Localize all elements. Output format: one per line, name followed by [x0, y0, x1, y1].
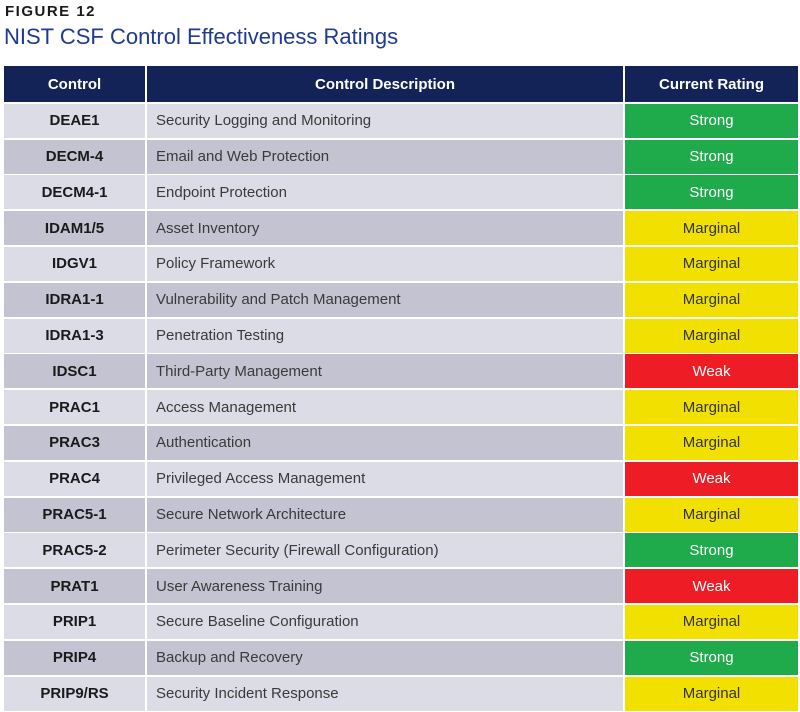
- control-description: Access Management: [147, 390, 623, 425]
- control-code: IDAM1/5: [4, 211, 145, 246]
- control-description: Asset Inventory: [147, 211, 623, 246]
- control-description: Third-Party Management: [147, 354, 623, 389]
- table-row: DECM4-1 Endpoint Protection Strong: [4, 175, 798, 210]
- table-row: IDAM1/5 Asset Inventory Marginal: [4, 211, 798, 246]
- control-description: Authentication: [147, 425, 623, 460]
- table-row: DEAE1 Security Logging and Monitoring Stro…: [4, 103, 798, 138]
- table-row: PRAC4 Privileged Access Management Weak: [4, 461, 798, 496]
- control-code: PRIP1: [4, 604, 145, 639]
- control-description: Security Logging and Monitoring: [147, 103, 623, 138]
- table-header: Control Control Description Current Rati…: [4, 66, 798, 102]
- rating-badge: Marginal: [625, 676, 798, 711]
- table-row: IDRA1-3 Penetration Testing Marginal: [4, 318, 798, 353]
- control-description: Security Incident Response: [147, 676, 623, 711]
- rating-badge: Marginal: [625, 425, 798, 460]
- control-description: Vulnerability and Patch Management: [147, 282, 623, 317]
- rating-badge: Strong: [625, 103, 798, 138]
- control-code: DEAE1: [4, 103, 145, 138]
- rating-badge: Marginal: [625, 604, 798, 639]
- rating-badge: Weak: [625, 461, 798, 496]
- control-ratings-table: Control Control Description Current Rati…: [4, 66, 798, 711]
- rating-badge: Marginal: [625, 318, 798, 353]
- rating-badge: Strong: [625, 533, 798, 568]
- rating-badge: Strong: [625, 640, 798, 675]
- table-row: PRAC3 Authentication Marginal: [4, 425, 798, 460]
- control-code: PRIP9/RS: [4, 676, 145, 711]
- rating-badge: Marginal: [625, 497, 798, 532]
- control-description: Secure Baseline Configuration: [147, 604, 623, 639]
- control-description: Backup and Recovery: [147, 640, 623, 675]
- rating-badge: Weak: [625, 354, 798, 389]
- header-control: Control: [4, 66, 145, 102]
- header-current-rating: Current Rating: [625, 66, 798, 102]
- table-row: PRAC1 Access Management Marginal: [4, 390, 798, 425]
- rating-badge: Marginal: [625, 246, 798, 281]
- control-description: Privileged Access Management: [147, 461, 623, 496]
- table-row: PRAC5-2 Perimeter Security (Firewall Conf…: [4, 533, 798, 568]
- table-row: IDRA1-1 Vulnerability and Patch Managemen…: [4, 282, 798, 317]
- header-control-description: Control Description: [147, 66, 623, 102]
- control-description: Secure Network Architecture: [147, 497, 623, 532]
- table-row: IDGV1 Policy Framework Marginal: [4, 246, 798, 281]
- rating-badge: Marginal: [625, 390, 798, 425]
- rating-badge: Marginal: [625, 282, 798, 317]
- control-description: Endpoint Protection: [147, 175, 623, 210]
- rating-badge: Strong: [625, 139, 798, 174]
- control-code: PRAC3: [4, 425, 145, 460]
- control-code: PRAT1: [4, 569, 145, 604]
- figure-label: FIGURE 12: [5, 3, 97, 20]
- control-code: IDSC1: [4, 354, 145, 389]
- control-code: IDGV1: [4, 246, 145, 281]
- control-description: Email and Web Protection: [147, 139, 623, 174]
- control-description: Policy Framework: [147, 246, 623, 281]
- table-row: IDSC1 Third-Party Management Weak: [4, 354, 798, 389]
- rating-badge: Marginal: [625, 211, 798, 246]
- table-row: PRIP1 Secure Baseline Configuration Margin…: [4, 604, 798, 639]
- control-code: DECM4-1: [4, 175, 145, 210]
- control-code: PRIP4: [4, 640, 145, 675]
- table-row: PRIP9/RS Security Incident Response Margin…: [4, 676, 798, 711]
- rating-badge: Strong: [625, 175, 798, 210]
- table-row: PRIP4 Backup and Recovery Strong: [4, 640, 798, 675]
- control-description: Penetration Testing: [147, 318, 623, 353]
- control-code: PRAC1: [4, 390, 145, 425]
- control-code: IDRA1-1: [4, 282, 145, 317]
- table-row: DECM-4 Email and Web Protection Strong: [4, 139, 798, 174]
- control-description: Perimeter Security (Firewall Configurati…: [147, 533, 623, 568]
- control-code: PRAC5-2: [4, 533, 145, 568]
- table-row: PRAT1 User Awareness Training Weak: [4, 569, 798, 604]
- rating-badge: Weak: [625, 569, 798, 604]
- control-description: User Awareness Training: [147, 569, 623, 604]
- table-body: DEAE1 Security Logging and Monitoring Stro…: [4, 103, 798, 711]
- control-code: IDRA1-3: [4, 318, 145, 353]
- figure-title: NIST CSF Control Effectiveness Ratings: [4, 24, 399, 49]
- control-code: DECM-4: [4, 139, 145, 174]
- control-code: PRAC4: [4, 461, 145, 496]
- control-code: PRAC5-1: [4, 497, 145, 532]
- table-row: PRAC5-1 Secure Network Architecture Margin…: [4, 497, 798, 532]
